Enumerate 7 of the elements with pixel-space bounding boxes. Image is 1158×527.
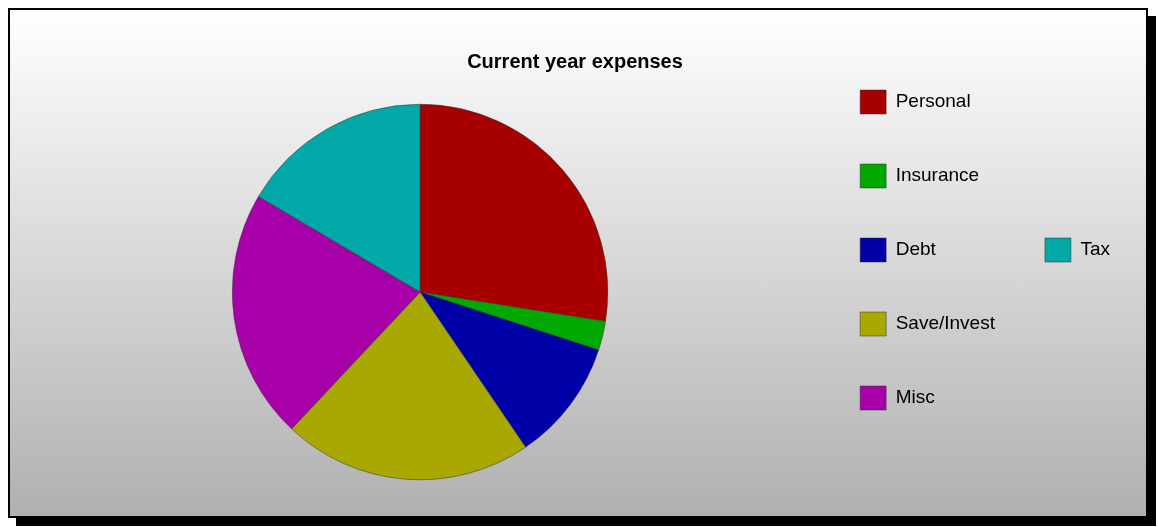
- legend-label: Insurance: [895, 164, 980, 186]
- legend-label: Tax: [1080, 238, 1111, 260]
- chart-title: Current year expenses: [467, 49, 683, 72]
- legend-label: Save/Invest: [895, 312, 996, 334]
- legend-label: Personal: [895, 90, 971, 112]
- legend-label: Debt: [895, 238, 937, 260]
- legend-label: Misc: [895, 386, 935, 408]
